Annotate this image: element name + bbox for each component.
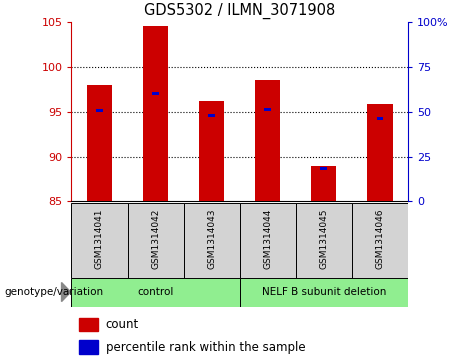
Bar bbox=[87, 85, 112, 201]
Bar bbox=[352, 203, 408, 278]
Bar bbox=[265, 108, 271, 111]
Bar bbox=[96, 109, 103, 112]
Text: control: control bbox=[137, 287, 174, 297]
Text: GSM1314041: GSM1314041 bbox=[95, 209, 104, 269]
Bar bbox=[320, 167, 327, 170]
Bar bbox=[199, 101, 225, 201]
Text: percentile rank within the sample: percentile rank within the sample bbox=[106, 340, 305, 354]
Bar bbox=[367, 105, 393, 201]
Text: genotype/variation: genotype/variation bbox=[5, 287, 104, 297]
Bar bbox=[240, 203, 296, 278]
Text: count: count bbox=[106, 318, 139, 331]
Polygon shape bbox=[62, 282, 71, 302]
Bar bbox=[208, 114, 215, 117]
Bar bbox=[128, 203, 183, 278]
Bar bbox=[311, 166, 337, 201]
Text: GSM1314045: GSM1314045 bbox=[319, 209, 328, 269]
Bar bbox=[143, 26, 168, 201]
Text: GSM1314044: GSM1314044 bbox=[263, 209, 272, 269]
Title: GDS5302 / ILMN_3071908: GDS5302 / ILMN_3071908 bbox=[144, 3, 335, 19]
Text: GSM1314042: GSM1314042 bbox=[151, 209, 160, 269]
Bar bbox=[240, 278, 408, 307]
Bar bbox=[71, 203, 128, 278]
Bar bbox=[79, 318, 98, 331]
Bar bbox=[71, 278, 240, 307]
Text: GSM1314046: GSM1314046 bbox=[375, 209, 384, 269]
Bar bbox=[377, 117, 383, 121]
Text: GSM1314043: GSM1314043 bbox=[207, 209, 216, 269]
Bar bbox=[79, 340, 98, 354]
Bar bbox=[255, 80, 280, 201]
Bar bbox=[183, 203, 240, 278]
Text: NELF B subunit deletion: NELF B subunit deletion bbox=[262, 287, 386, 297]
Bar bbox=[296, 203, 352, 278]
Bar bbox=[152, 92, 159, 95]
